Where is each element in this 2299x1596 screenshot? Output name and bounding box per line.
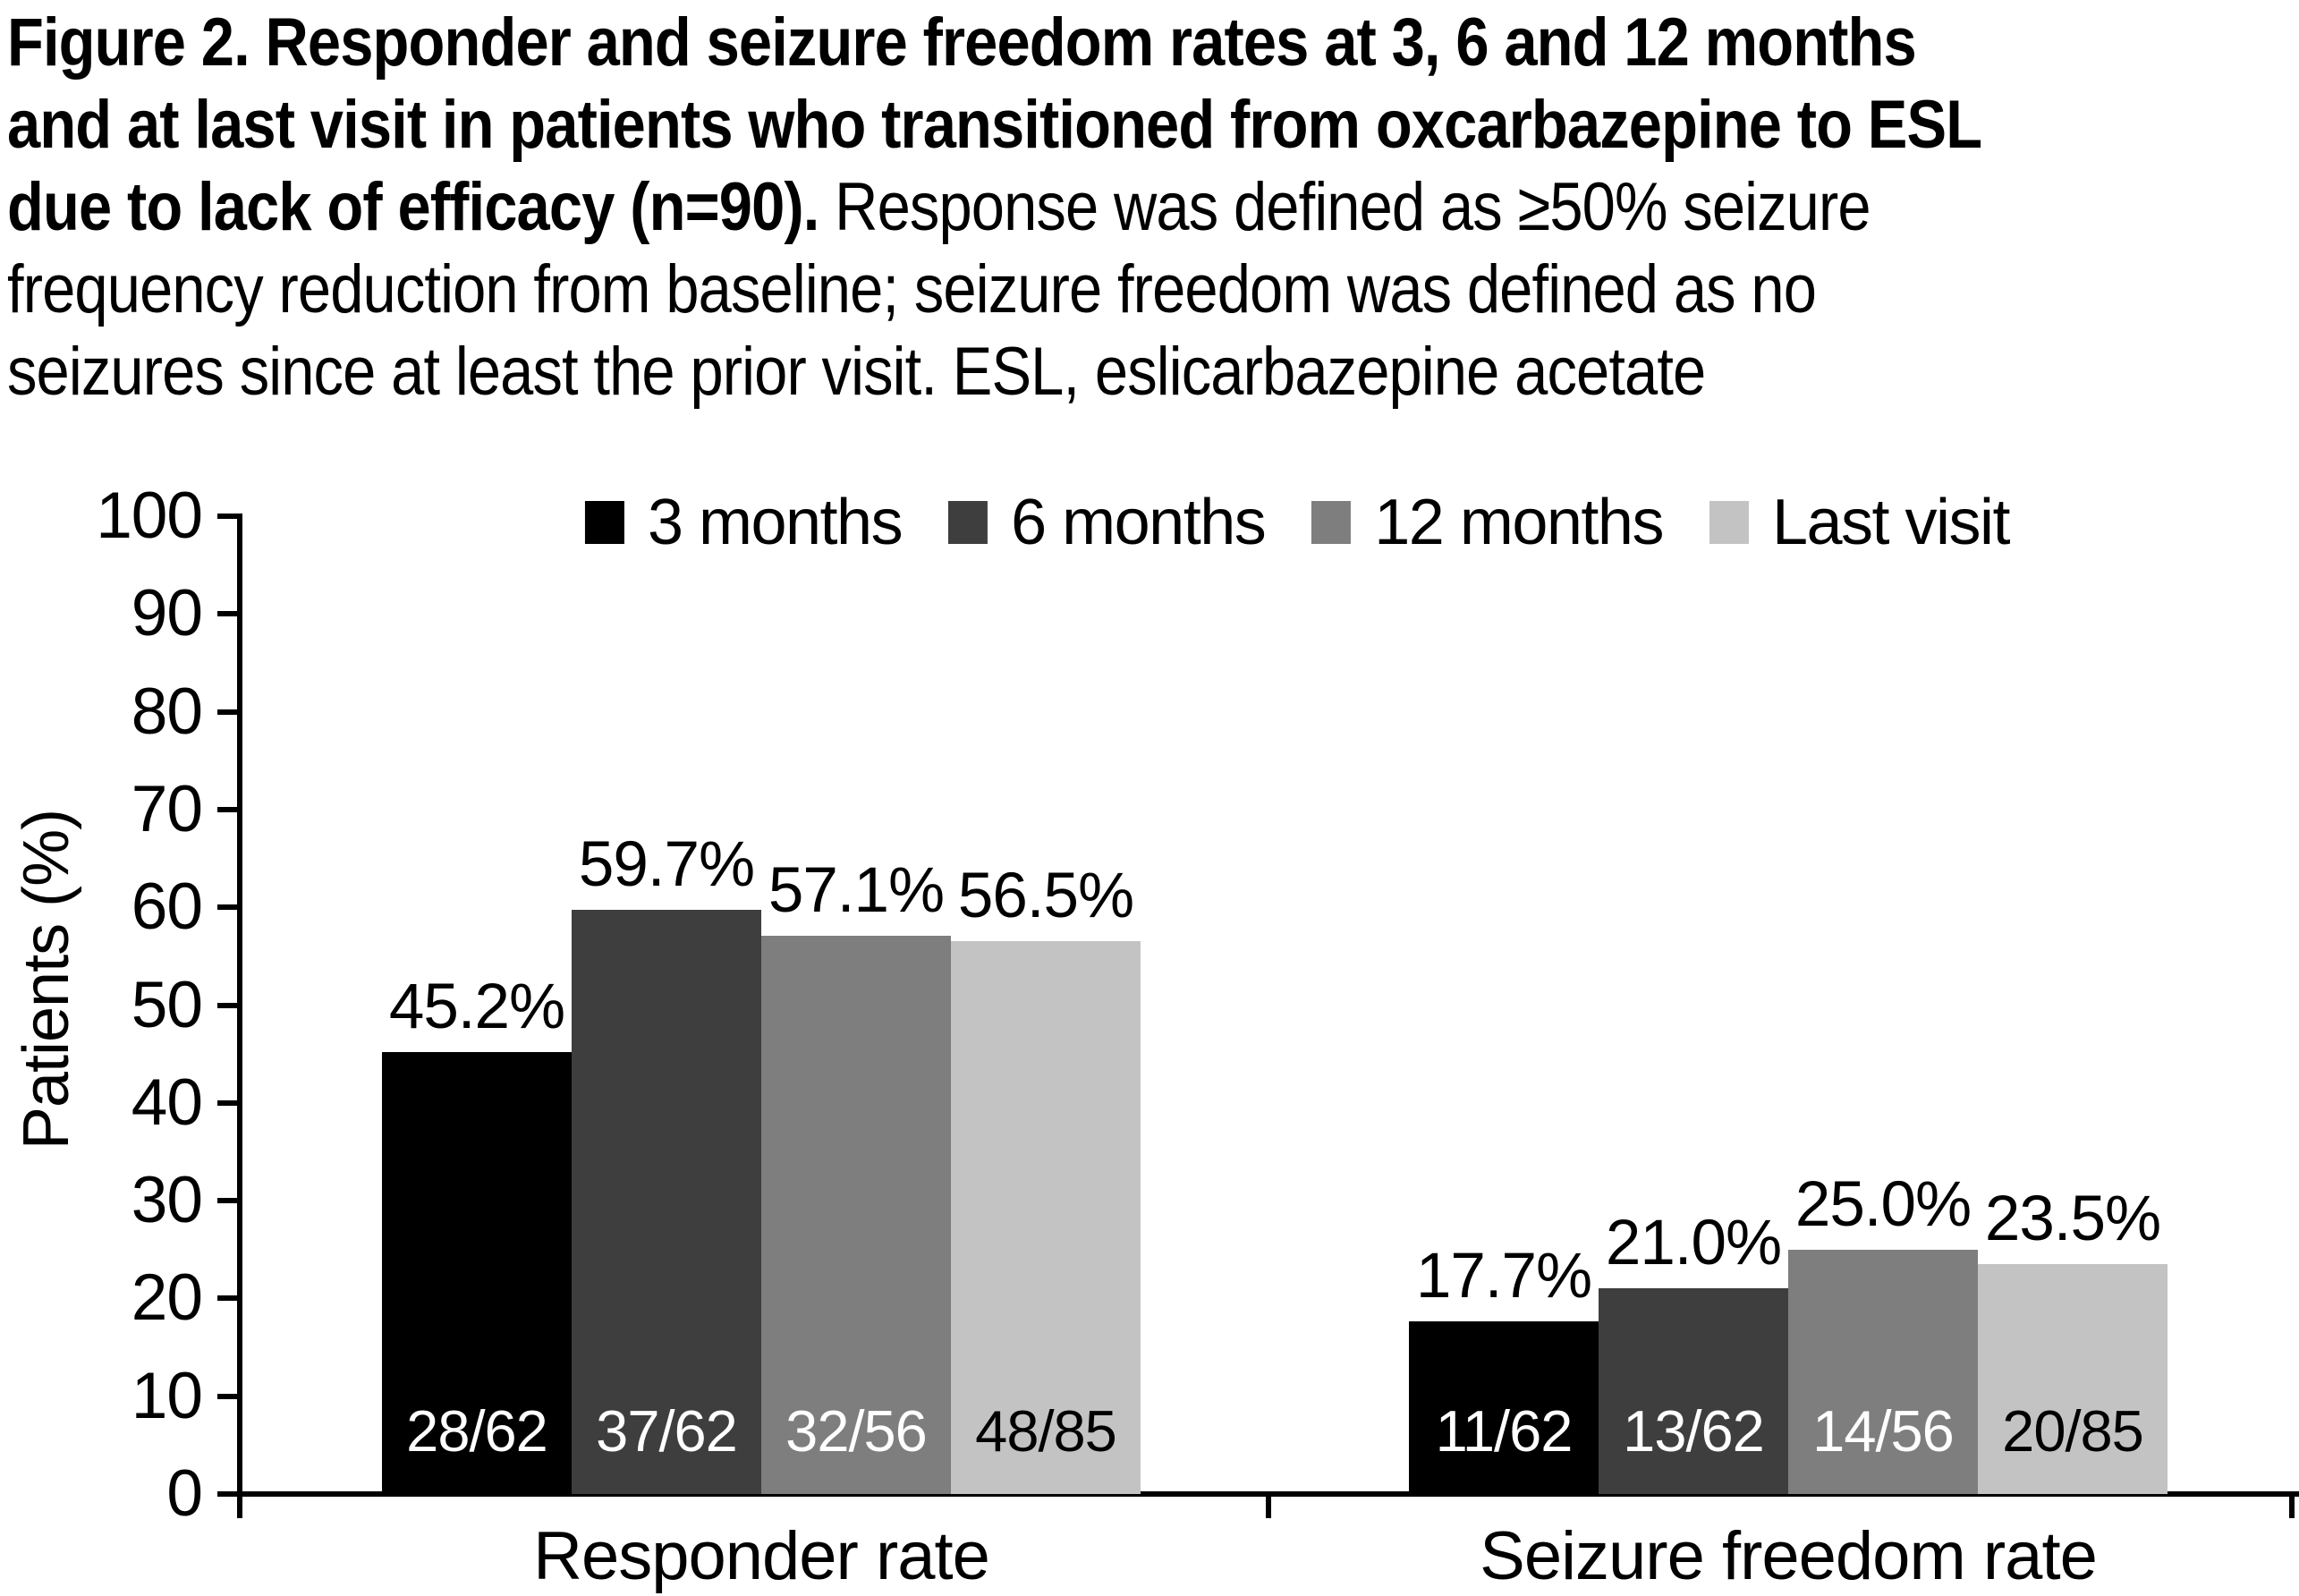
legend-label: 3 months [647,487,903,558]
y-tick-label: 90 [131,577,203,650]
x-tick [237,1497,242,1518]
bar-value-label: 56.5% [957,861,1134,932]
y-tick [217,806,237,812]
bar-value-label: 25.0% [1794,1168,1972,1240]
y-tick [217,904,237,911]
y-tick-label: 70 [131,772,203,845]
x-tick [1266,1497,1271,1518]
legend-item-6-months: 6 months [948,487,1267,558]
legend-label: 6 months [1011,487,1267,558]
legend-swatch-6-months [948,501,988,544]
bar-value-label: 59.7% [578,829,755,901]
legend-swatch-last-visit [1709,501,1749,544]
bar-value-label: 45.2% [388,971,565,1042]
y-tick [217,611,237,617]
y-tick-label: 50 [131,968,203,1041]
category-label-seizure-freedom-rate: Seizure freedom rate [1480,1518,2098,1594]
legend-swatch-12-months [1311,501,1352,544]
legend-label: 12 months [1374,487,1664,558]
x-axis [222,1491,2299,1497]
bar-12-months-seizure-freedom-rate [1788,1249,1978,1494]
bar-count-label: 20/85 [2002,1398,2144,1464]
bar-12-months-responder-rate [761,935,951,1494]
y-tick [217,1491,237,1497]
y-tick-label: 30 [131,1164,203,1237]
y-tick-label: 80 [131,675,203,748]
bar-value-label: 21.0% [1605,1208,1782,1279]
y-tick-label: 100 [96,480,203,552]
bar-value-label: 57.1% [768,854,945,926]
y-tick-label: 0 [166,1457,203,1530]
category-label-responder-rate: Responder rate [533,1518,990,1594]
bar-value-label: 23.5% [1984,1184,2161,1255]
bar-count-label: 32/56 [785,1398,928,1464]
bar-count-label: 48/85 [975,1398,1117,1464]
bar-last-visit-seizure-freedom-rate [1978,1264,2168,1494]
caption-line-2: and at last visit in patients who transi… [7,87,1982,163]
bar-count-label: 14/56 [1812,1398,1955,1464]
y-tick [217,1002,237,1008]
legend-swatch-3-months [584,501,624,544]
bar-6-months-seizure-freedom-rate [1599,1288,1788,1494]
bar-last-visit-responder-rate [951,941,1141,1494]
y-tick-label: 20 [131,1261,203,1335]
bar-3-months-seizure-freedom-rate [1409,1320,1599,1494]
y-tick [217,1295,237,1302]
chart-legend: 3 months 6 months 12 months Last visit [584,487,2011,558]
caption-line-4: frequency reduction from baseline; seizu… [7,251,1817,327]
y-tick [217,1099,237,1106]
x-tick [2289,1497,2295,1518]
bar-count-label: 13/62 [1623,1398,1765,1464]
bar-value-label: 17.7% [1415,1240,1592,1312]
y-tick [217,514,237,519]
caption-line-5: seizures since at least the prior visit.… [7,334,1706,410]
legend-item-last-visit: Last visit [1709,487,2011,558]
legend-label: Last visit [1771,487,2011,558]
y-axis [237,514,242,1497]
y-tick [217,1393,237,1399]
bar-count-label: 11/62 [1435,1398,1574,1464]
y-tick-label: 10 [131,1359,203,1432]
caption-line-3: due to lack of efficacy (n=90). Response… [7,169,1871,245]
bar-6-months-responder-rate [572,910,761,1494]
legend-item-12-months: 12 months [1311,487,1664,558]
y-tick [217,1198,237,1204]
figure-caption: Figure 2. Responder and seizure freedom … [7,2,1982,413]
y-tick-label: 60 [131,870,203,944]
y-tick-label: 40 [131,1065,203,1139]
caption-line-1: Figure 2. Responder and seizure freedom … [7,4,1917,81]
bar-count-label: 28/62 [406,1398,548,1464]
y-tick [217,709,237,715]
legend-item-3-months: 3 months [584,487,903,558]
bar-3-months-responder-rate [382,1051,572,1494]
bar-count-label: 37/62 [596,1398,738,1464]
